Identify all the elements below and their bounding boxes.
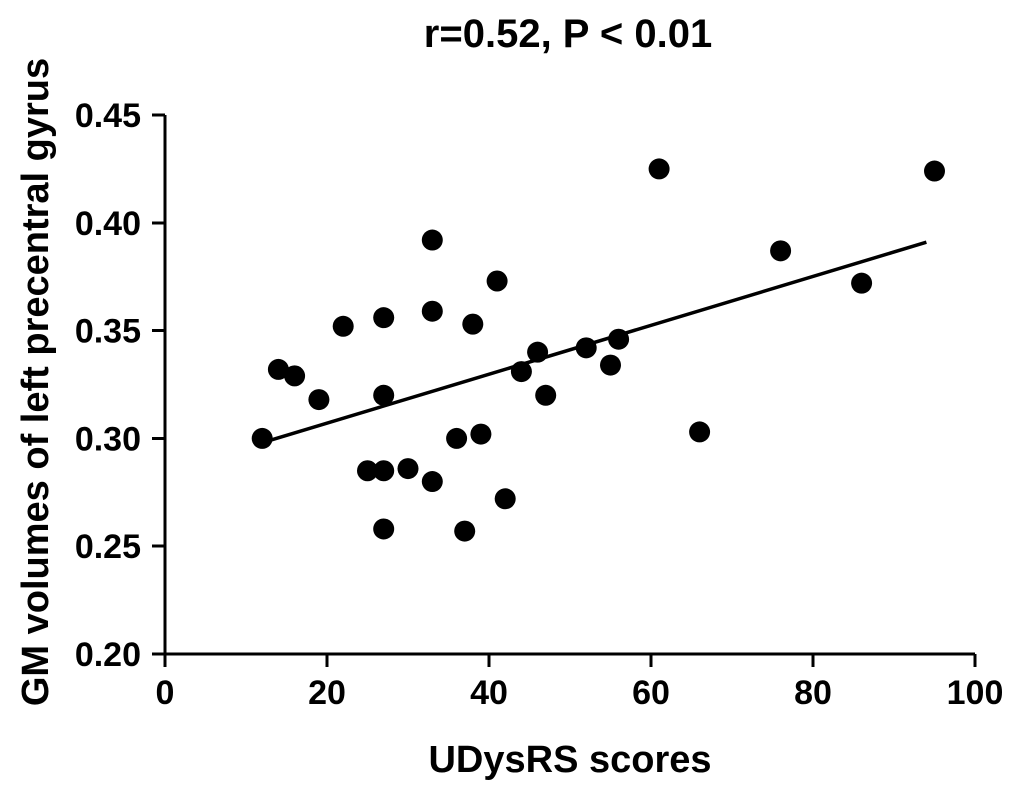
x-tick-label: 0 [156,674,175,712]
data-point [851,272,873,294]
x-tick-label: 20 [308,674,346,712]
data-point [421,300,443,322]
data-point [494,488,516,510]
data-point [332,315,354,337]
data-point [924,160,945,182]
data-point [251,427,273,449]
chart-title: r=0.52, P < 0.01 [424,12,712,56]
x-tick-label: 40 [470,674,508,712]
data-point [267,358,289,380]
data-point [308,389,330,411]
data-point [535,384,557,406]
data-point [421,471,443,493]
data-point [421,229,443,251]
data-point [454,520,476,542]
data-point [373,460,395,482]
data-point [446,427,468,449]
data-point [486,270,508,292]
data-point [357,460,378,482]
y-tick-label: 0.25 [75,528,141,566]
data-point [397,458,419,480]
data-point [575,337,597,359]
y-tick-label: 0.45 [75,97,141,135]
x-tick-label: 80 [794,674,832,712]
y-tick-label: 0.40 [75,205,141,243]
y-axis-title: GM volumes of left precentral gyrus [15,58,57,706]
y-axis-ticks: 0.20 0.25 0.30 0.35 0.40 0.45 [75,97,165,674]
data-point [462,313,484,335]
data-point [510,361,532,383]
data-points [251,158,945,542]
data-point [527,341,549,363]
data-point [373,307,395,329]
x-axis-ticks: 0 20 40 60 80 100 [156,654,1004,712]
x-tick-label: 60 [632,674,670,712]
x-tick-label: 100 [947,674,1004,712]
data-point [470,423,492,445]
data-point [770,240,792,262]
data-point [600,354,621,376]
data-point [648,158,670,180]
x-axis-title: UDysRS scores [428,739,711,781]
data-point [373,518,395,540]
data-point [608,328,630,350]
y-tick-label: 0.35 [75,313,141,351]
data-point [284,365,306,387]
y-tick-label: 0.30 [75,420,141,458]
data-point [373,384,395,406]
y-tick-label: 0.20 [75,636,141,674]
data-point [689,421,711,443]
